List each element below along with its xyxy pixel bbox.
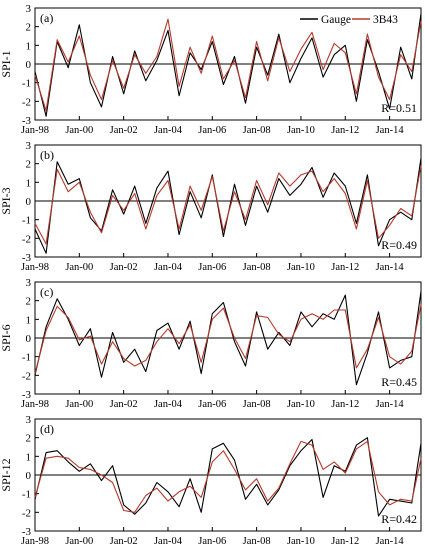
x-tick-label: Jan-06	[198, 125, 226, 136]
x-tick-label: Jan-10	[287, 125, 315, 136]
x-tick-label: Jan-02	[110, 262, 138, 273]
y-tick-label: -1	[22, 489, 31, 501]
y-tick-label: -3	[22, 115, 32, 127]
x-tick-label: Jan-10	[287, 399, 315, 410]
x-tick-label: Jan-14	[376, 536, 405, 547]
legend: Gauge 3B43	[300, 14, 398, 26]
x-tick-label: Jan-00	[65, 125, 93, 136]
series-line-gauge	[34, 437, 422, 517]
x-tick-label: Jan-06	[198, 536, 226, 547]
chart-panel-0: -3 -2 -1 0 1 2 3 Jan-98 Jan-00 Jan-02 Jan-04 Jan-06…	[0, 3, 422, 136]
x-tick-label: Jan-12	[331, 262, 359, 273]
y-tick-label: -3	[22, 526, 32, 538]
series-line-3b43	[34, 165, 422, 245]
chart-panel-2: -3 -2 -1 0 1 2 3 Jan-98 Jan-00 Jan-02 Jan-04 Jan-06…	[0, 277, 422, 410]
panel-label: (d)	[40, 422, 54, 436]
x-tick-label: Jan-10	[287, 262, 315, 273]
legend-label-3b43: 3B43	[373, 14, 398, 26]
y-tick-label: -1	[22, 352, 31, 364]
series-line-gauge	[34, 158, 422, 254]
y-tick-label: -2	[22, 370, 31, 382]
x-tick-label: Jan-00	[65, 536, 93, 547]
y-tick-label: -3	[22, 252, 32, 264]
x-tick-label: Jan-14	[376, 399, 405, 410]
y-tick-label: 3	[26, 414, 32, 426]
y-tick-label: 0	[26, 59, 32, 71]
y-tick-label: 3	[26, 277, 32, 289]
y-tick-label: 1	[26, 314, 32, 326]
y-tick-label: -1	[22, 215, 31, 227]
panel-label: (b)	[40, 148, 54, 162]
x-tick-label: Jan-04	[154, 399, 183, 410]
y-tick-label: 1	[26, 40, 32, 52]
x-tick-label: Jan-00	[65, 399, 93, 410]
x-tick-label: Jan-08	[243, 536, 271, 547]
panel-label: (c)	[40, 285, 53, 299]
x-tick-label: Jan-02	[110, 536, 138, 547]
y-tick-label: -3	[22, 389, 32, 401]
x-tick-label: Jan-08	[243, 262, 271, 273]
y-tick-label: 0	[26, 470, 32, 482]
x-tick-label: Jan-08	[243, 125, 271, 136]
y-tick-label: -2	[22, 96, 31, 108]
chart-panel-1: -3 -2 -1 0 1 2 3 Jan-98 Jan-00 Jan-02 Jan-04 Jan-06…	[0, 140, 422, 273]
x-tick-label: Jan-04	[154, 262, 183, 273]
x-tick-label: Jan-98	[21, 125, 49, 136]
y-tick-label: 1	[26, 451, 32, 463]
y-tick-label: 2	[26, 159, 32, 171]
x-tick-label: Jan-04	[154, 536, 183, 547]
x-tick-label: Jan-06	[198, 399, 226, 410]
chart-panel-3: -3 -2 -1 0 1 2 3 Jan-98 Jan-00 Jan-02 Jan-04 Jan-06…	[0, 414, 422, 547]
panel-label: (a)	[40, 11, 53, 25]
x-tick-label: Jan-14	[376, 125, 405, 136]
x-tick-label: Jan-12	[331, 536, 359, 547]
y-tick-label: 3	[26, 3, 32, 15]
y-axis-label: SPI-6	[0, 324, 13, 351]
x-tick-label: Jan-10	[287, 536, 315, 547]
series-line-3b43	[34, 18, 422, 112]
x-tick-label: Jan-08	[243, 399, 271, 410]
correlation-annotation: R=0.51	[381, 101, 417, 115]
correlation-annotation: R=0.45	[381, 375, 417, 389]
legend-label-gauge: Gauge	[321, 14, 351, 26]
x-tick-label: Jan-98	[21, 399, 49, 410]
x-tick-label: Jan-02	[110, 125, 138, 136]
x-tick-label: Jan-14	[376, 262, 405, 273]
correlation-annotation: R=0.42	[381, 512, 417, 526]
y-tick-label: 0	[26, 333, 32, 345]
x-tick-label: Jan-06	[198, 262, 226, 273]
y-tick-label: 2	[26, 433, 32, 445]
series-line-3b43	[34, 440, 422, 513]
x-tick-label: Jan-98	[21, 536, 49, 547]
x-tick-label: Jan-98	[21, 262, 49, 273]
x-tick-label: Jan-00	[65, 262, 93, 273]
series-line-gauge	[34, 13, 422, 117]
correlation-annotation: R=0.49	[381, 238, 417, 252]
y-tick-label: 3	[26, 140, 32, 152]
x-tick-label: Jan-02	[110, 399, 138, 410]
x-tick-label: Jan-12	[331, 125, 359, 136]
y-tick-label: 0	[26, 196, 32, 208]
x-tick-label: Jan-12	[331, 399, 359, 410]
x-tick-label: Jan-04	[154, 125, 183, 136]
y-tick-label: -2	[22, 233, 31, 245]
y-axis-label: SPI-3	[0, 187, 13, 214]
y-axis-label: SPI-1	[0, 50, 13, 77]
y-axis-label: SPI-12	[0, 458, 13, 491]
y-tick-label: -2	[22, 507, 31, 519]
y-tick-label: 1	[26, 177, 32, 189]
y-tick-label: 2	[26, 22, 32, 34]
y-tick-label: 2	[26, 296, 32, 308]
series-line-3b43	[34, 304, 422, 374]
y-tick-label: -1	[22, 78, 31, 90]
